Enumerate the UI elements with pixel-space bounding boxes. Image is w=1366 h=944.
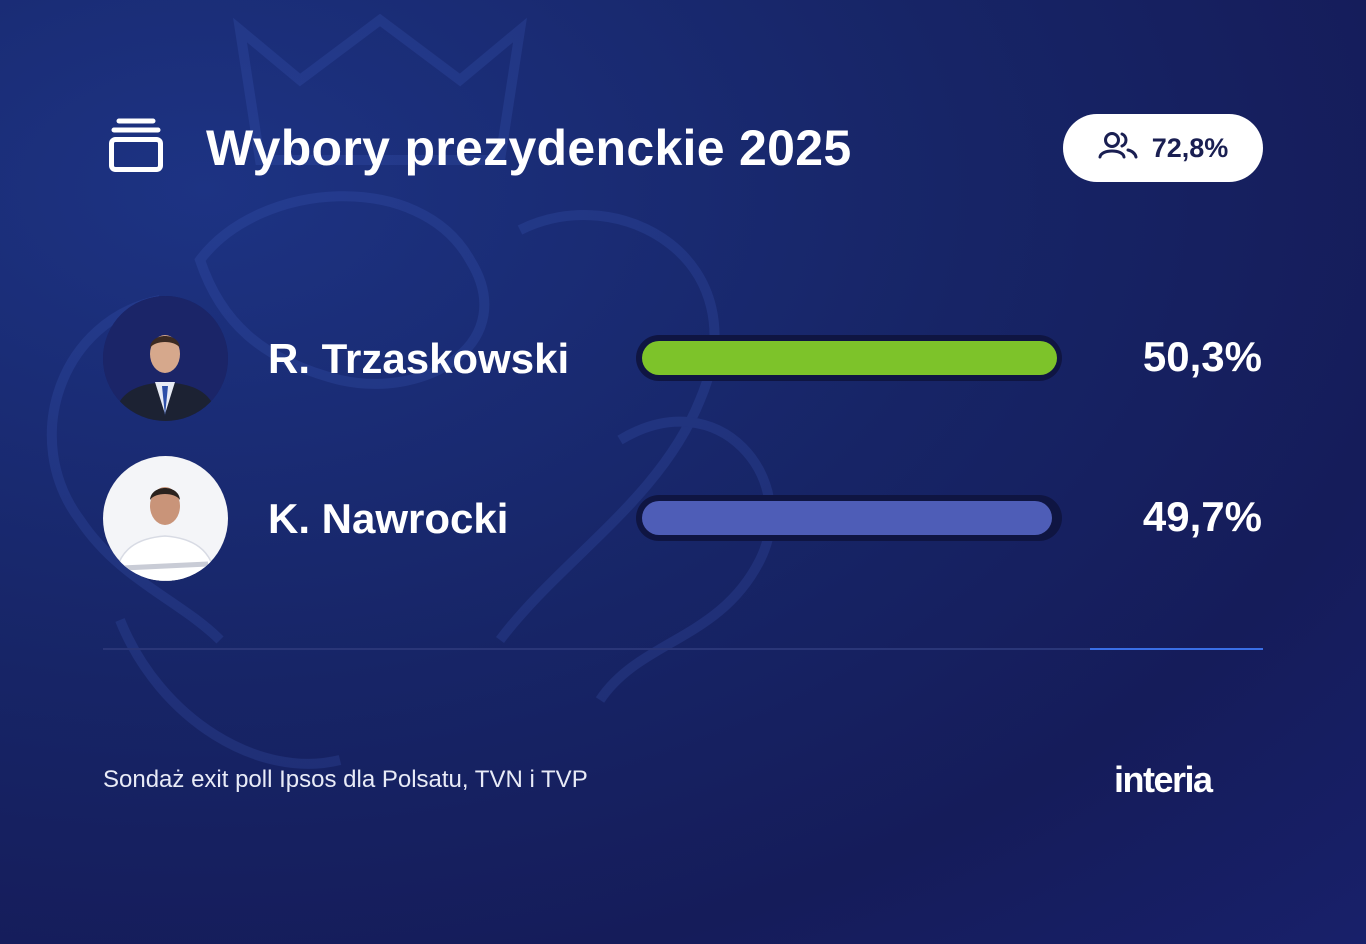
page-title: Wybory prezydenckie 2025 — [206, 120, 852, 176]
turnout-value: 72,8% — [1151, 132, 1229, 163]
people-icon — [1098, 131, 1138, 166]
candidate-name: R. Trzaskowski — [268, 335, 570, 382]
divider-accent — [1090, 648, 1263, 650]
interia-logo: interia — [1114, 759, 1213, 800]
result-bar-fill — [642, 501, 1053, 535]
stack-icon — [108, 118, 164, 174]
candidate-percent: 49,7% — [1142, 493, 1262, 540]
candidate-photo — [103, 296, 228, 421]
candidate-photo — [103, 456, 228, 581]
candidate-percent: 50,3% — [1142, 333, 1262, 380]
candidate-row: R. Trzaskowski 50,3% — [0, 296, 1366, 426]
result-bar-track — [636, 495, 1062, 541]
divider — [103, 648, 1263, 650]
result-bar-fill — [642, 341, 1057, 375]
candidate-row: K. Nawrocki 49,7% — [0, 456, 1366, 586]
result-bar-track — [636, 335, 1062, 381]
turnout-badge: 72,8% — [1063, 114, 1263, 182]
source-note: Sondaż exit poll Ipsos dla Polsatu, TVN … — [103, 766, 588, 793]
candidate-name: K. Nawrocki — [268, 495, 509, 542]
